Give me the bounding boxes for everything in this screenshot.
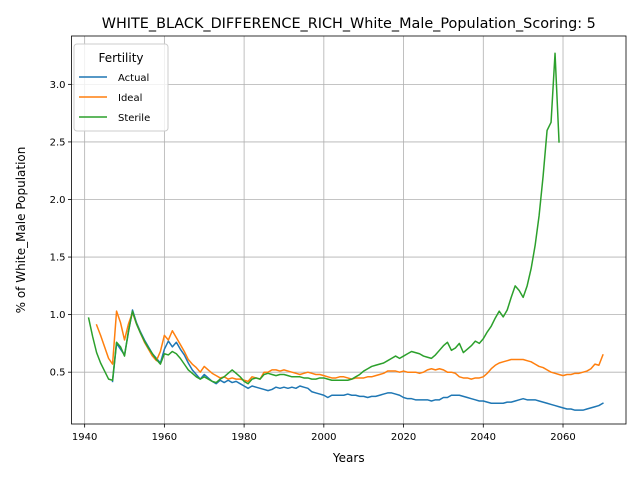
series-lines (87, 52, 604, 411)
x-tick-label: 2040 (471, 432, 496, 443)
y-tick-label: 1.5 (50, 253, 66, 264)
x-axis-ticks: 1940 1960 1980 2000 2020 2040 2060 (72, 424, 576, 443)
y-tick-label: 2.5 (50, 137, 66, 148)
y-tick-label: 1.0 (50, 310, 66, 321)
x-tick-label: 2000 (311, 432, 336, 443)
legend-box (73, 43, 169, 132)
legend-label-actual: Actual (118, 73, 149, 84)
legend-label-ideal: Ideal (118, 93, 142, 104)
y-axis-ticks: 0.5 1.0 1.5 2.0 2.5 3.0 (50, 80, 72, 379)
x-tick-label: 2020 (391, 432, 416, 443)
chart-title: WHITE_BLACK_DIFFERENCE_RICH_White_Male_P… (102, 16, 596, 32)
legend-label-sterile: Sterile (118, 113, 150, 124)
legend-items: Actual Ideal Sterile (79, 73, 150, 124)
legend: Fertility Actual Ideal Sterile (73, 43, 169, 132)
x-tick-label: 1960 (152, 432, 177, 443)
series-line-actual (111, 309, 604, 411)
x-tick-label: 1940 (72, 432, 97, 443)
legend-title: Fertility (98, 51, 143, 65)
x-tick-label: 1980 (231, 432, 256, 443)
series-line-ideal (95, 310, 604, 383)
y-tick-label: 0.5 (50, 368, 66, 379)
x-axis-label: Years (332, 451, 365, 465)
x-tick-label: 2060 (550, 432, 575, 443)
plot-area-frame (71, 35, 627, 425)
series-line-sterile (87, 52, 560, 385)
y-tick-label: 2.0 (50, 195, 66, 206)
y-axis-label: % of White_Male Population (14, 147, 28, 314)
y-tick-label: 3.0 (50, 80, 66, 91)
